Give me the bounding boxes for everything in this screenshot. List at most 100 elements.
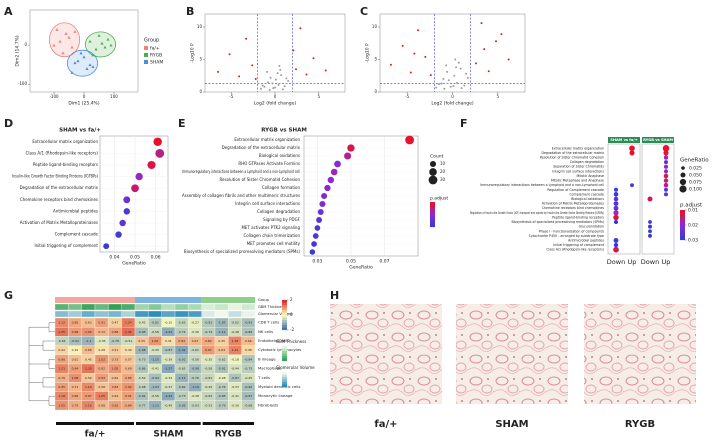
colorbar-step — [680, 220, 685, 223]
category-label: Resolution of Sister Chromatid Cohesion — [219, 177, 300, 182]
x-tick-label: 0.04 — [109, 255, 119, 261]
category-label: Extracellular matrix organization — [234, 137, 300, 142]
cell-value: -0.68 — [244, 403, 252, 407]
cell-value: -0.84 — [244, 357, 252, 361]
dot — [647, 196, 653, 202]
point — [463, 84, 466, 87]
point — [280, 74, 283, 77]
category-label: Extracellular matrix organization — [32, 139, 98, 144]
point — [475, 62, 478, 65]
point — [274, 78, 277, 81]
dendrogram — [29, 359, 55, 369]
x-tick-label: 0.05 — [130, 255, 140, 261]
group-header — [608, 137, 640, 143]
cell-value: 0.84 — [178, 339, 185, 343]
cell-value: -0.45 — [151, 348, 159, 352]
colorbar-step — [680, 232, 685, 236]
cell-value: -1.1 — [85, 339, 91, 343]
point — [459, 67, 462, 70]
point — [85, 67, 89, 70]
cell-value: 0.64 — [112, 394, 119, 398]
panel-label: D — [4, 117, 13, 130]
track-cell — [108, 303, 122, 311]
dot — [613, 219, 619, 225]
cell-value: 0.73 — [112, 357, 119, 361]
y-tick-label: 0 — [199, 89, 202, 94]
x-tick-label: -100 — [49, 94, 59, 99]
point — [268, 89, 271, 92]
category-label: MET activates PTK2 signaling — [241, 225, 300, 230]
cell-value: -0.58 — [151, 330, 159, 334]
cell-value: 0.66 — [245, 339, 252, 343]
point — [449, 85, 452, 88]
category-label: Biosynthesis of specialized proresolving… — [511, 220, 604, 224]
point — [245, 37, 248, 40]
cell-value: -0.95 — [138, 330, 146, 334]
track-cell — [188, 310, 202, 318]
cell-value: -0.52 — [138, 376, 146, 380]
cell-value: -0.81 — [151, 321, 159, 325]
dot — [147, 160, 156, 170]
category-label: Collagen degradation — [257, 209, 300, 214]
cell-value: -0.56 — [151, 394, 159, 398]
track-label: GBM Thickness — [258, 305, 285, 309]
point — [109, 43, 113, 47]
cell-value: -0.33 — [164, 376, 172, 380]
point — [500, 33, 503, 36]
legend-dot — [429, 160, 437, 168]
point — [305, 73, 308, 76]
point — [455, 66, 458, 69]
group-header-label: SHAM vs fa/+ — [610, 138, 637, 142]
cell-value: 0.58 — [98, 385, 105, 389]
legend-dot — [679, 178, 687, 186]
colorbar-step — [282, 305, 287, 308]
x-axis-label: Dim1 (25.4%) — [68, 101, 99, 107]
cell-value: -0.85 — [218, 394, 226, 398]
category-label: Cytochrome P450 - arranged by substrate … — [529, 234, 604, 238]
dot — [629, 145, 635, 152]
track-cell — [214, 310, 229, 318]
category-label: Integrin cell surface interactions — [552, 169, 604, 173]
cell-value: 1.02 — [125, 385, 132, 389]
cell-value: 0.97 — [85, 394, 92, 398]
row-label: T cells — [257, 375, 270, 380]
category-label: Activation of Matrix Metalloproteinases — [20, 220, 98, 225]
point — [82, 55, 86, 59]
colorbar-step — [680, 235, 685, 238]
track-cell — [54, 310, 69, 318]
cell-value: 1.33 — [85, 367, 92, 371]
category-label: Collagen formation — [262, 185, 301, 190]
dot — [115, 231, 122, 238]
dot — [663, 178, 669, 183]
cell-value: 0.55 — [138, 339, 145, 343]
cell-value: 0.69 — [125, 367, 132, 371]
track-cell — [201, 303, 216, 311]
y-tick-label: 5 — [199, 57, 202, 62]
category-label: Degradation of the extracellular matrix — [222, 145, 301, 150]
point — [228, 53, 231, 56]
cell-value: -0.51 — [124, 339, 132, 343]
point — [507, 58, 510, 61]
track-cell — [121, 310, 136, 318]
legend-label: 20 — [440, 169, 446, 174]
point — [299, 27, 302, 30]
cell-value: -0.48 — [231, 330, 239, 334]
panel-label: E — [178, 117, 186, 130]
colorbar-step — [282, 379, 287, 383]
category-label: Complement cascade — [569, 192, 604, 196]
legend-swatch — [144, 46, 148, 50]
cell-value: 1.16 — [85, 403, 92, 407]
colorbar-step — [282, 382, 287, 385]
histology-image — [584, 304, 696, 404]
cell-value: 1.02 — [152, 339, 159, 343]
x-axis-label: GeneRatio — [122, 261, 146, 267]
point — [61, 51, 65, 55]
point — [70, 71, 74, 74]
category-label: Biosynthesis of specialized proresolving… — [184, 249, 301, 254]
cell-value: -1.11 — [178, 376, 186, 380]
panel-label: G — [4, 289, 13, 302]
cell-value: 1.24 — [125, 321, 132, 325]
image-label: fa/+ — [374, 419, 397, 430]
dot — [131, 184, 139, 193]
point — [64, 32, 68, 35]
